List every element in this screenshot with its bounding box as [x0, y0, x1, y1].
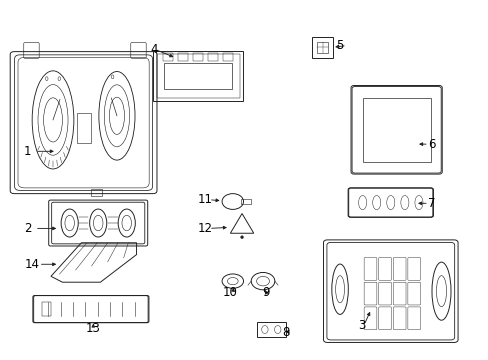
- Text: 10: 10: [222, 287, 237, 300]
- Bar: [193, 53, 203, 61]
- Ellipse shape: [240, 236, 243, 239]
- Bar: [241, 199, 250, 204]
- Text: 6: 6: [427, 138, 435, 150]
- Text: 7: 7: [427, 197, 435, 210]
- Text: 14: 14: [25, 258, 40, 271]
- Bar: [362, 98, 430, 162]
- Bar: [256, 322, 285, 337]
- Bar: [153, 51, 243, 101]
- Bar: [178, 53, 188, 61]
- Bar: [163, 53, 173, 61]
- Text: 4: 4: [150, 42, 158, 55]
- Text: 13: 13: [86, 322, 101, 335]
- Bar: [41, 302, 50, 316]
- Bar: [223, 53, 232, 61]
- Bar: [316, 42, 327, 53]
- Text: 5: 5: [335, 39, 343, 52]
- Bar: [311, 37, 333, 58]
- Bar: [90, 189, 102, 196]
- Bar: [77, 113, 90, 143]
- Text: 8: 8: [282, 326, 289, 339]
- Text: 2: 2: [24, 222, 31, 235]
- Bar: [156, 54, 239, 98]
- Text: 12: 12: [198, 222, 213, 235]
- Bar: [163, 63, 232, 89]
- Bar: [208, 53, 218, 61]
- Text: 1: 1: [24, 145, 31, 158]
- Text: 3: 3: [357, 319, 365, 332]
- Text: 11: 11: [198, 193, 213, 206]
- Text: 9: 9: [262, 287, 270, 300]
